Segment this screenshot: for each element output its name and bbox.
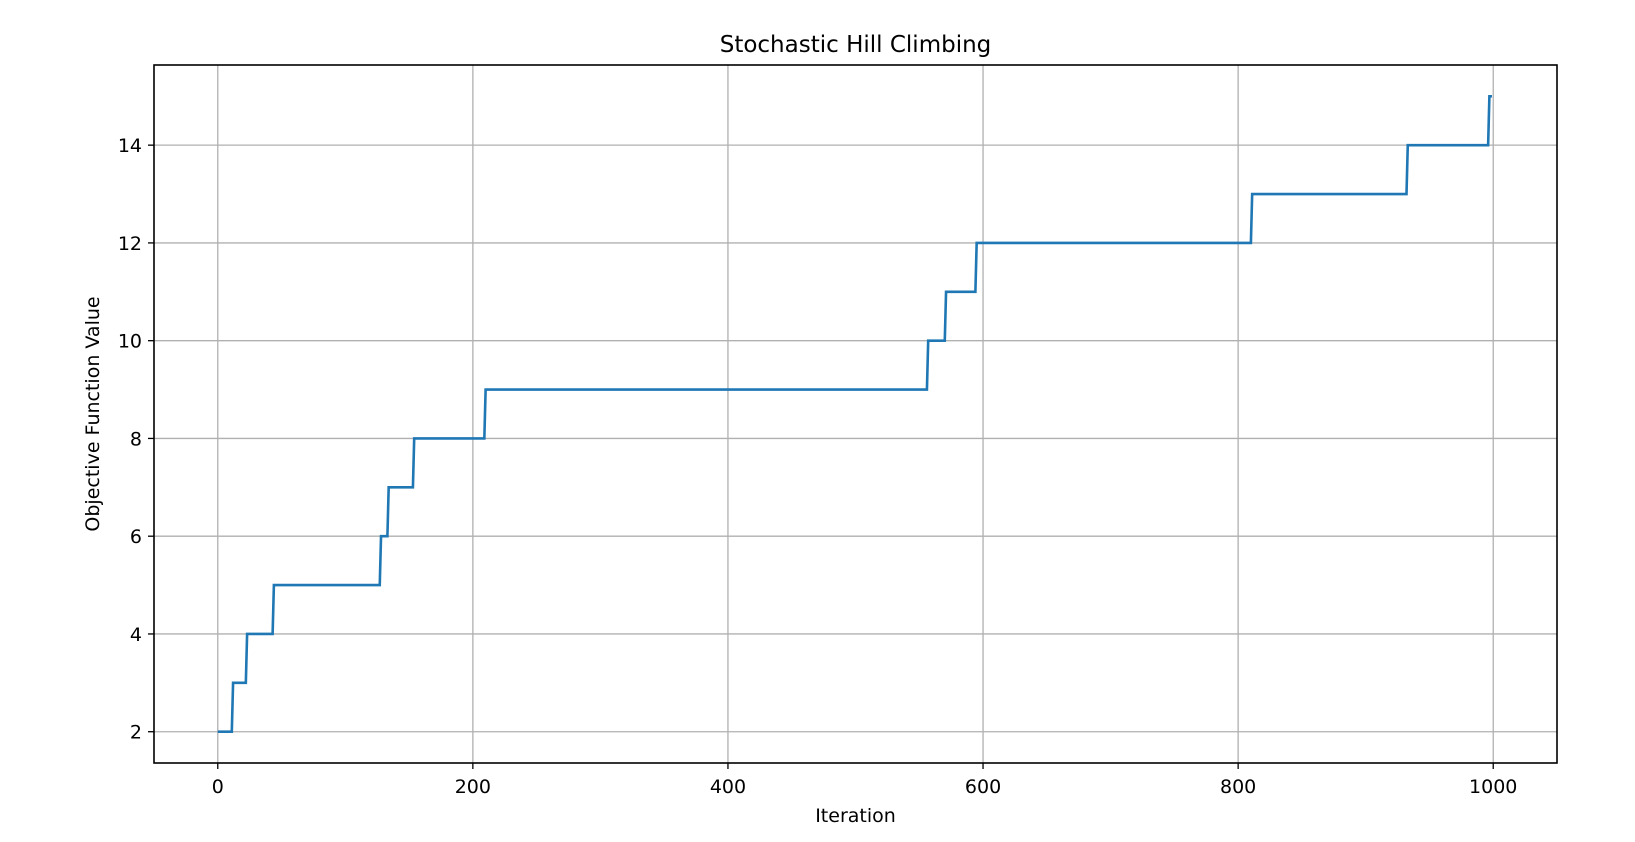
tick-layer: 0 200 400 600 800 1000 2 4 6 8 10 12 14: [118, 135, 1518, 798]
y-tick-label: 6: [130, 526, 142, 548]
x-tick-label: 0: [212, 776, 224, 798]
y-tick-label: 14: [118, 135, 142, 157]
x-tick-label: 400: [710, 776, 746, 798]
series-line: [217, 94, 1492, 734]
y-tick-label: 2: [130, 722, 142, 744]
y-tick-label: 10: [118, 331, 142, 353]
x-tick-label: 200: [455, 776, 491, 798]
y-tick-label: 4: [130, 624, 142, 646]
y-axis-label: Objective Function Value: [82, 296, 104, 531]
x-axis-label: Iteration: [815, 805, 896, 827]
grid-layer: [154, 65, 1557, 763]
x-tick-label: 1000: [1469, 776, 1517, 798]
plot-frame: [153, 64, 1558, 764]
x-tick-label: 800: [1220, 776, 1256, 798]
chart-title: Stochastic Hill Climbing: [720, 32, 992, 58]
y-tick-label: 8: [130, 428, 142, 450]
x-tick-label: 600: [965, 776, 1001, 798]
series-layer: [217, 94, 1492, 734]
y-tick-label: 12: [118, 233, 142, 255]
